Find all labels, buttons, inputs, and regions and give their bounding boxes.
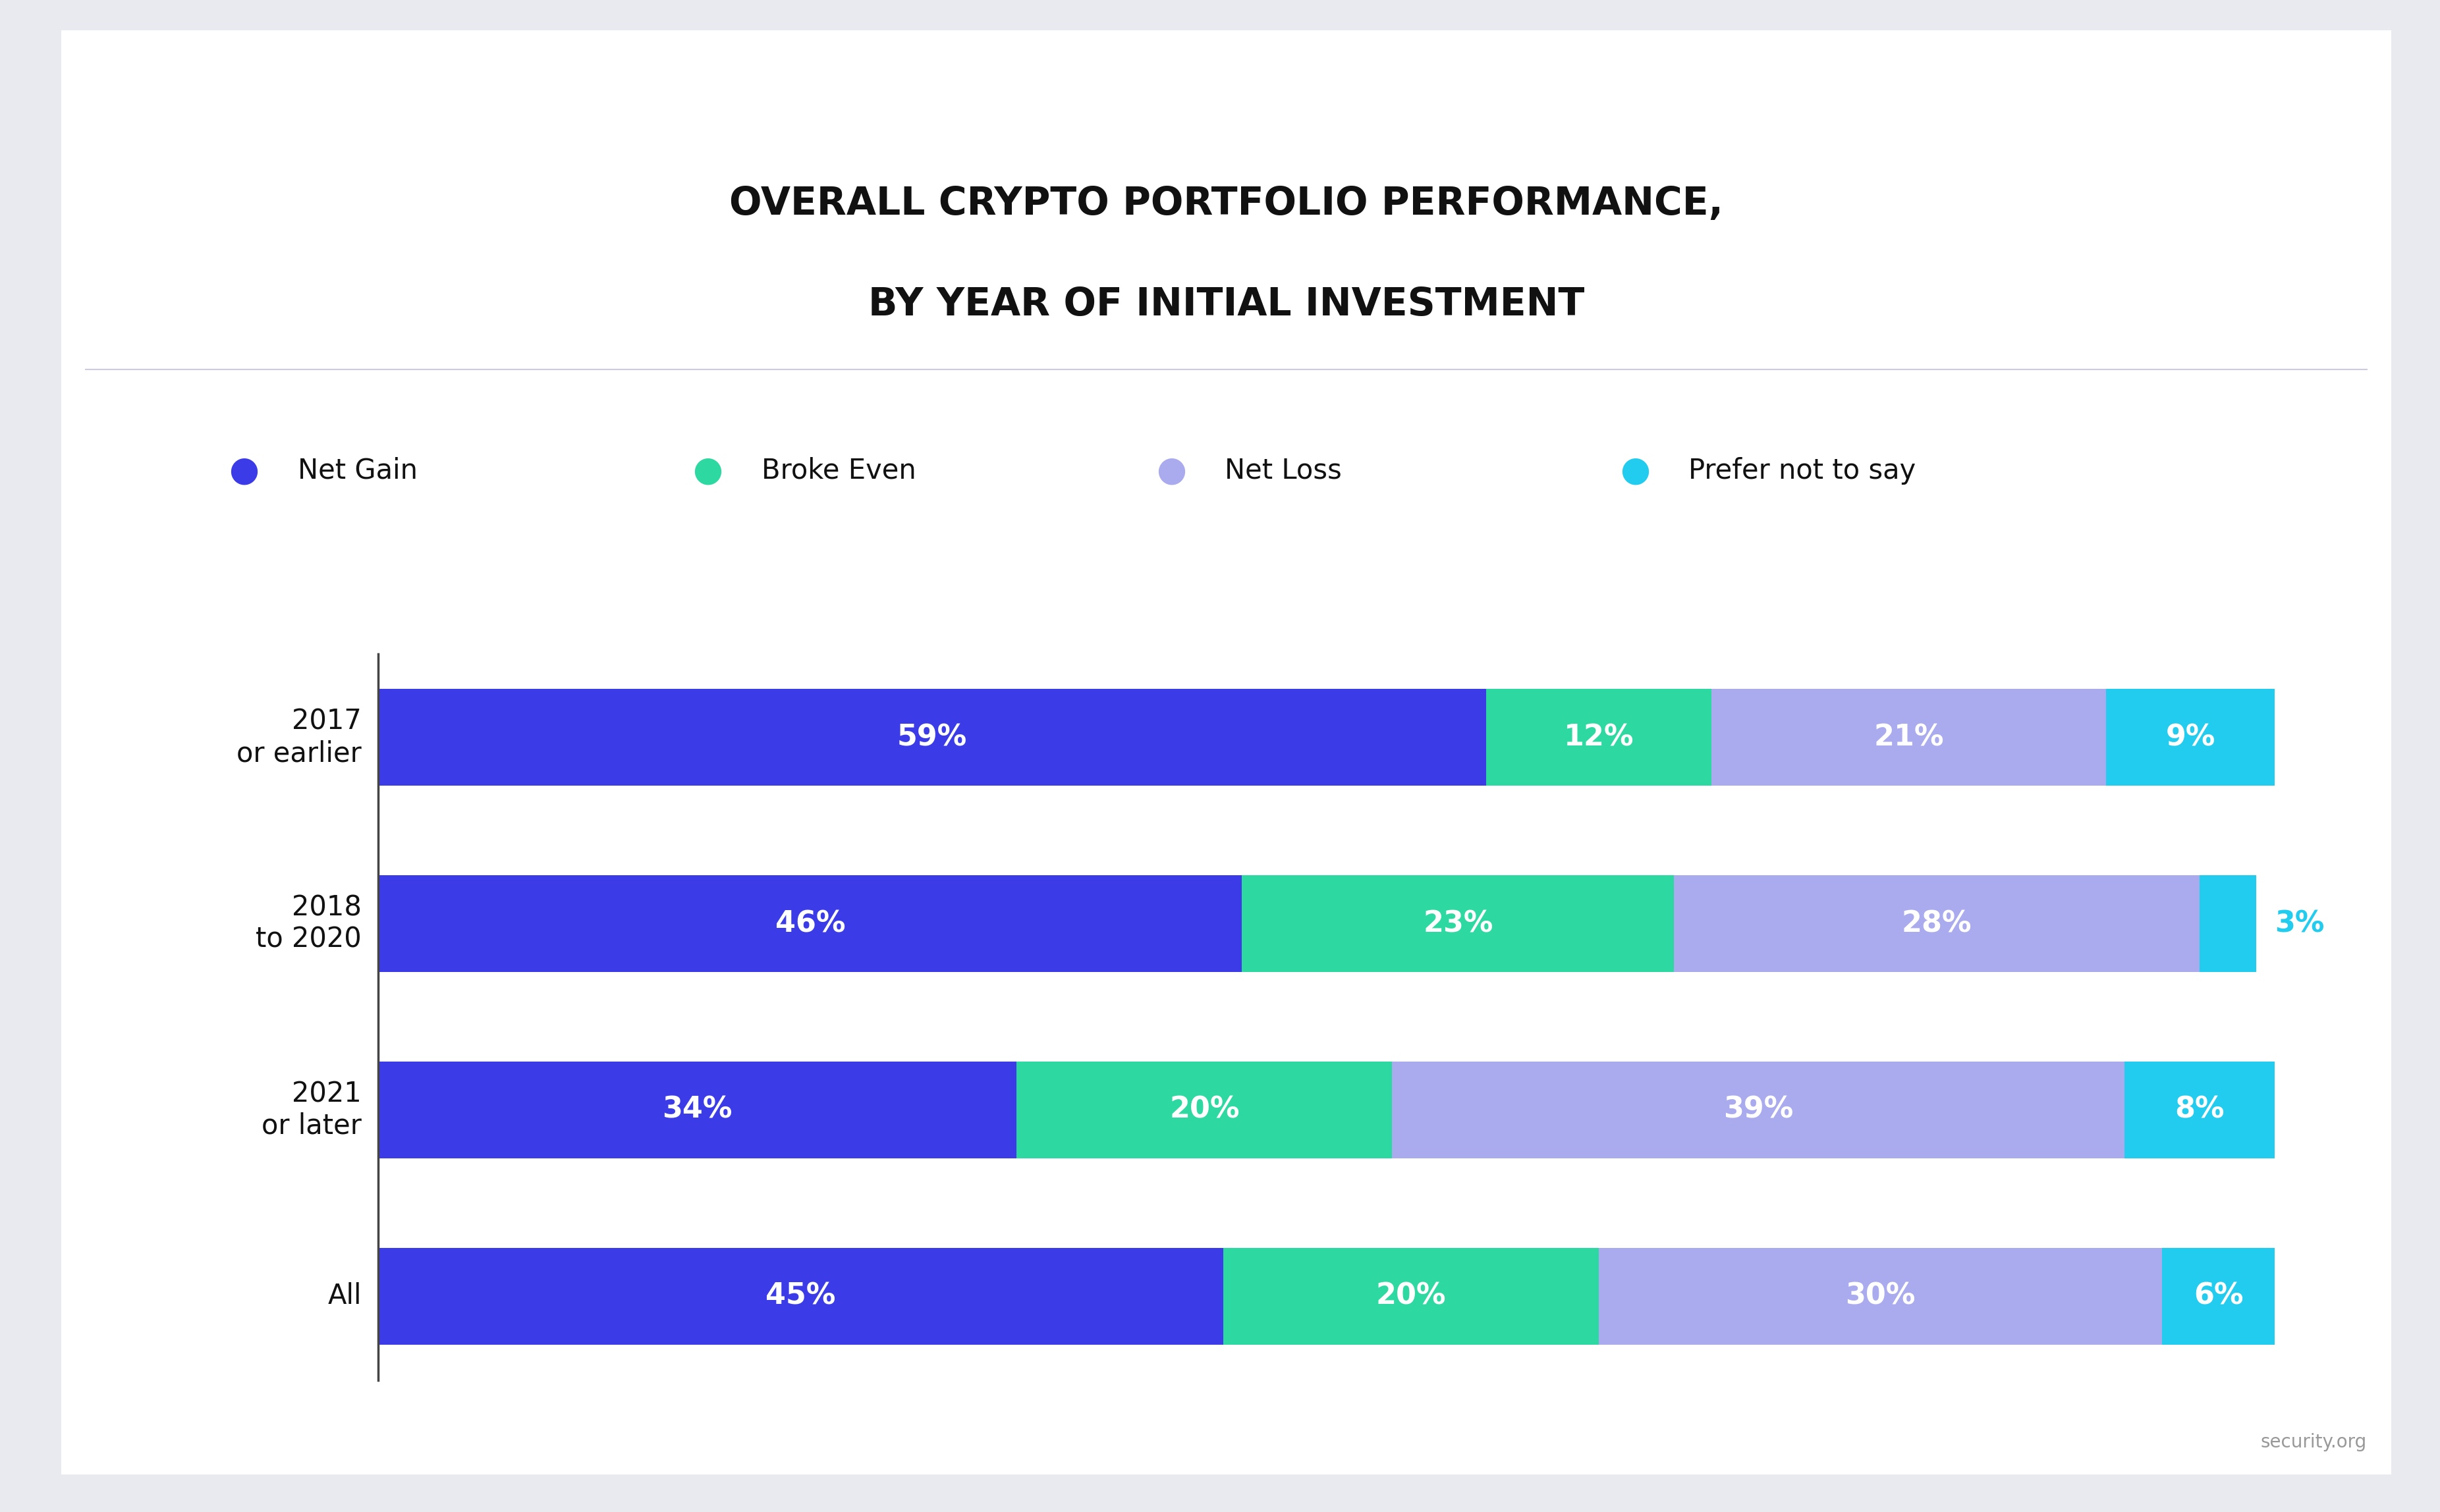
- Bar: [378, 1061, 1017, 1158]
- Text: 6%: 6%: [2194, 1282, 2242, 1311]
- Text: 46%: 46%: [776, 910, 844, 937]
- Text: 8%: 8%: [2174, 1096, 2225, 1123]
- Text: ●: ●: [693, 454, 722, 488]
- Bar: [1393, 1061, 2125, 1158]
- Text: 30%: 30%: [1845, 1282, 1915, 1311]
- Text: 34%: 34%: [661, 1096, 732, 1123]
- Text: Net Loss: Net Loss: [1225, 457, 1342, 484]
- Bar: [1710, 689, 2106, 786]
- Text: ●: ●: [1620, 454, 1649, 488]
- Bar: [1486, 689, 1710, 786]
- Bar: [378, 689, 1486, 786]
- Text: 39%: 39%: [1723, 1096, 1793, 1123]
- Bar: [2125, 1061, 2274, 1158]
- Text: 3%: 3%: [2274, 910, 2325, 937]
- Text: OVERALL CRYPTO PORTFOLIO PERFORMANCE,: OVERALL CRYPTO PORTFOLIO PERFORMANCE,: [730, 184, 1723, 222]
- Bar: [2106, 689, 2274, 786]
- Text: ●: ●: [229, 454, 259, 488]
- Bar: [2162, 1247, 2274, 1344]
- Bar: [1222, 1247, 1598, 1344]
- Text: 28%: 28%: [1901, 910, 1972, 937]
- Bar: [2201, 875, 2257, 972]
- Bar: [1017, 1061, 1393, 1158]
- Text: Prefer not to say: Prefer not to say: [1688, 457, 1915, 484]
- Text: 12%: 12%: [1564, 723, 1635, 751]
- Bar: [378, 1247, 1222, 1344]
- Text: 59%: 59%: [898, 723, 966, 751]
- Text: 20%: 20%: [1169, 1096, 1240, 1123]
- Text: 45%: 45%: [766, 1282, 837, 1311]
- Text: security.org: security.org: [2259, 1433, 2367, 1452]
- Text: BY YEAR OF INITIAL INVESTMENT: BY YEAR OF INITIAL INVESTMENT: [869, 286, 1584, 324]
- Bar: [1598, 1247, 2162, 1344]
- Text: ●: ●: [1157, 454, 1186, 488]
- Bar: [378, 875, 1242, 972]
- Text: Broke Even: Broke Even: [761, 457, 915, 484]
- FancyBboxPatch shape: [37, 15, 2416, 1489]
- Text: 21%: 21%: [1874, 723, 1945, 751]
- Bar: [1674, 875, 2201, 972]
- Text: 9%: 9%: [2164, 723, 2216, 751]
- Bar: [1242, 875, 1674, 972]
- Text: Net Gain: Net Gain: [298, 457, 417, 484]
- Text: 20%: 20%: [1376, 1282, 1447, 1311]
- Text: 23%: 23%: [1423, 910, 1493, 937]
